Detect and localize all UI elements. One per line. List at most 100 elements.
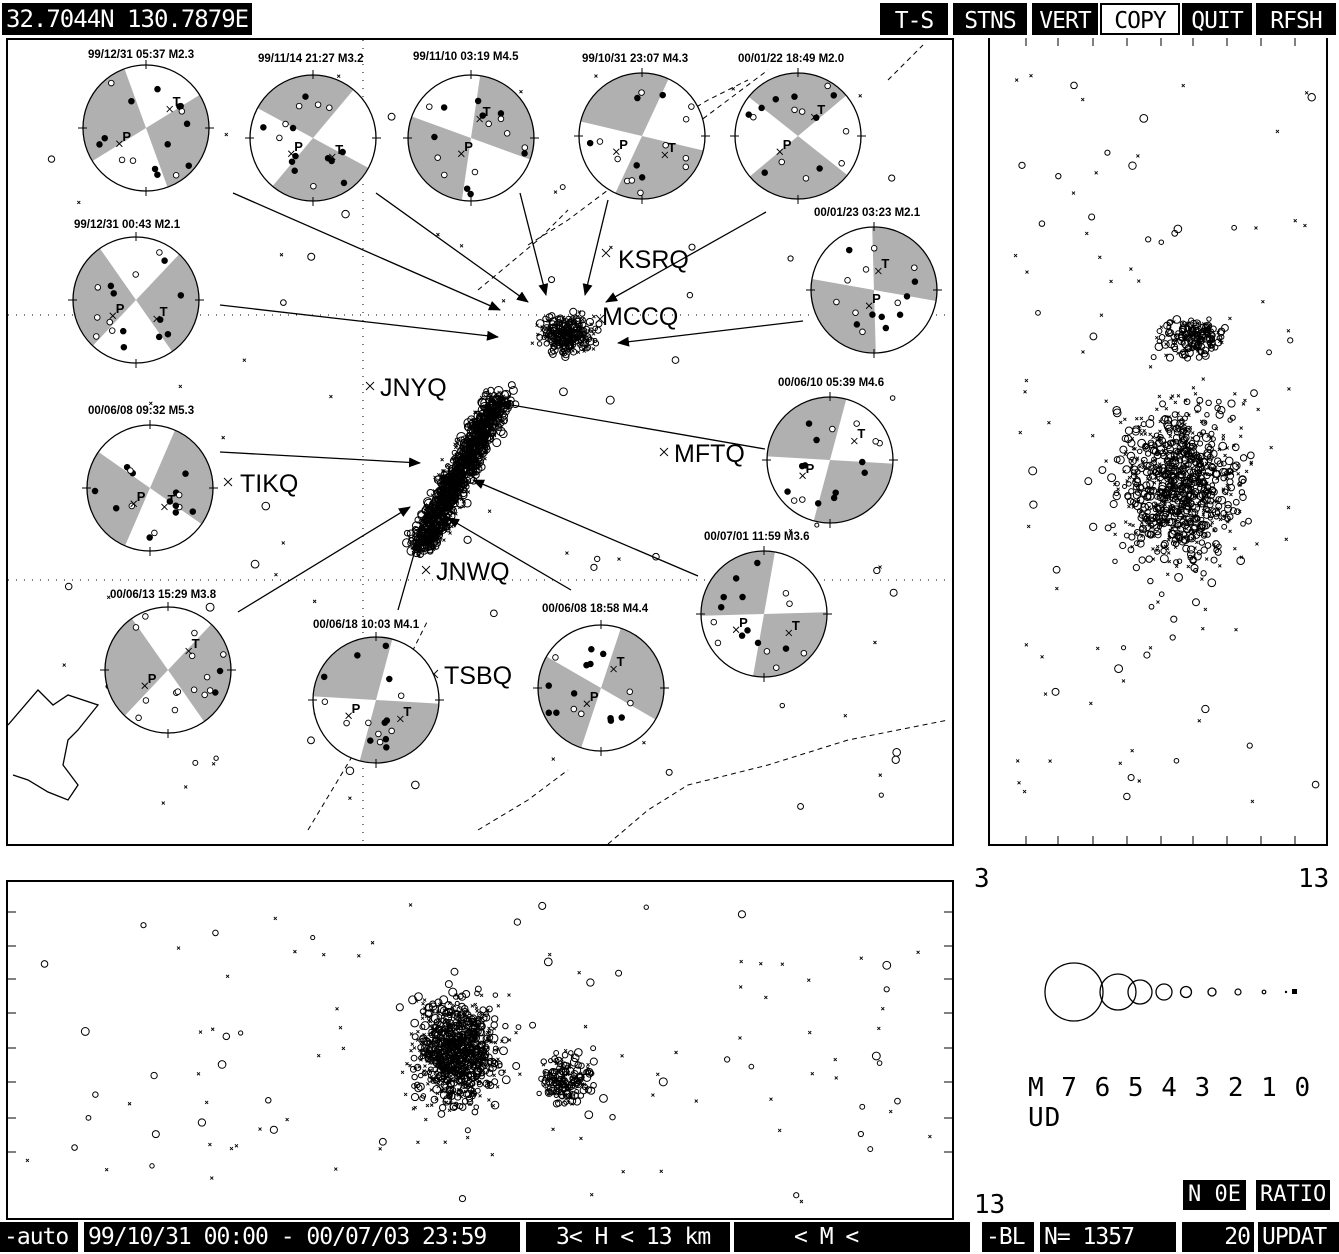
hypocenter-marker [440, 1044, 448, 1052]
ew-cross-section[interactable] [6, 880, 954, 1220]
epicenter-marker [858, 93, 863, 98]
hypocenter-marker [470, 1021, 479, 1030]
polarity-mark [172, 509, 180, 516]
hypocenter-marker [1197, 478, 1206, 488]
magnitude-range-field[interactable]: < M < [734, 1222, 970, 1252]
hypocenter-marker [479, 993, 484, 998]
depth-label-top: 3 [974, 864, 990, 894]
hypocenter-marker [1179, 436, 1188, 445]
hypocenter-marker [1160, 467, 1168, 475]
epicenter-marker [463, 498, 472, 508]
hypocenter-marker [1231, 443, 1240, 452]
ns-cross-section[interactable] [988, 38, 1328, 846]
hypocenter-marker [421, 1070, 428, 1077]
number-field[interactable]: 20 [1182, 1222, 1254, 1252]
hypocenter-marker [1183, 524, 1192, 533]
epicenter-map[interactable]: KSRQ MCCQ JNYQ MFTQ TIKQ JNWQ TSBQ 99/12/31 05… [6, 38, 954, 846]
hypocenter-marker [553, 1050, 560, 1056]
hypocenter-marker [1204, 531, 1211, 538]
hypocenter-marker [1167, 517, 1177, 527]
update-button[interactable]: UPDAT [1258, 1222, 1339, 1252]
polarity-mark [614, 155, 621, 163]
t-axis-label: T [192, 636, 200, 651]
vert-button[interactable]: VERT [1032, 3, 1098, 35]
hypocenter-marker [1029, 500, 1038, 509]
hypocenter-marker [421, 1001, 425, 1006]
polarity-mark [773, 664, 780, 671]
hypocenter-marker [234, 1143, 239, 1148]
polarity-mark [288, 158, 296, 165]
ts-button[interactable]: T-S [880, 3, 948, 35]
polarity-mark [833, 298, 840, 306]
polarity-mark [339, 148, 346, 156]
hypocenter-marker [1145, 236, 1152, 243]
hypocenter-marker [651, 1093, 655, 1097]
hypocenter-marker [449, 1102, 459, 1111]
hypocenter-marker [1179, 418, 1185, 424]
hypocenter-marker [492, 992, 499, 998]
m6-symbol [1099, 973, 1137, 1011]
hypocenter-marker [1170, 333, 1177, 340]
hypocenter-marker [1226, 467, 1234, 475]
polarity-mark [108, 327, 116, 334]
hypocenter-marker [470, 1062, 478, 1070]
hypocenter-marker [859, 1103, 866, 1110]
copy-button[interactable]: COPY [1100, 3, 1180, 35]
quit-button[interactable]: QUIT [1182, 3, 1252, 35]
station-label: JNYQ [380, 374, 447, 402]
epicenter-marker [451, 455, 457, 461]
polarity-mark [682, 115, 690, 123]
hypocenter-marker [1222, 488, 1229, 495]
epicenter-marker [548, 312, 556, 320]
station-label: JNWQ [436, 558, 510, 586]
bl-toggle[interactable]: -BL [982, 1222, 1034, 1252]
depth-range-field[interactable]: 3< H < 13 km [526, 1222, 730, 1252]
hypocenter-marker [457, 1046, 465, 1054]
hypocenter-marker [1104, 399, 1109, 403]
epicenter-marker [569, 348, 578, 356]
hypocenter-marker [1043, 692, 1048, 696]
p-axis-marker [612, 148, 620, 156]
p-axis-marker [732, 626, 740, 634]
hypocenter-marker [1180, 460, 1190, 469]
auto-toggle[interactable]: -auto [0, 1222, 78, 1252]
hypocenter-marker [356, 954, 361, 958]
hypocenter-marker [1160, 547, 1167, 555]
hypocenter-marker [565, 1087, 570, 1092]
rfsh-button[interactable]: RFSH [1256, 3, 1336, 35]
hypocenter-marker [1200, 577, 1204, 581]
hypocenter-marker [1212, 498, 1217, 503]
ratio-button[interactable]: RATIO [1256, 1180, 1331, 1210]
epicenter-marker [593, 555, 601, 563]
epicenter-marker [686, 291, 694, 299]
hypocenter-marker [310, 935, 316, 941]
epicenter-marker [420, 544, 429, 553]
hypocenter-marker [1237, 509, 1242, 514]
hypocenter-marker [1144, 486, 1152, 493]
hypocenter-marker [1136, 448, 1143, 455]
hypocenter-marker [561, 1061, 568, 1068]
hypocenter-marker [1197, 521, 1206, 530]
ud-toggle[interactable]: -UD [930, 1224, 970, 1250]
hypocenter-marker [1112, 408, 1122, 418]
polarity-mark [634, 94, 641, 102]
hypocenter-marker [1112, 491, 1121, 501]
hypocenter-marker [431, 1037, 439, 1044]
polarity-mark [108, 79, 115, 87]
hypocenter-marker [1200, 485, 1208, 492]
epicenter-marker [581, 334, 585, 339]
epicenter-marker [463, 444, 472, 453]
polarity-mark [782, 645, 790, 652]
hypocenter-marker [1089, 522, 1098, 532]
hypocenter-marker [1123, 792, 1131, 801]
hypocenter-marker [546, 1073, 554, 1080]
epicenter-marker [433, 511, 441, 519]
p-axis-marker [109, 312, 117, 320]
compression-quadrant [87, 451, 150, 546]
period-field[interactable]: 99/10/31 00:00 - 00/07/03 23:59 [84, 1222, 520, 1252]
hypocenter-marker [1136, 539, 1145, 548]
hypocenter-marker [1130, 544, 1135, 549]
stns-button[interactable]: STNS [953, 3, 1027, 35]
p-axis-label: P [590, 689, 599, 704]
hypocenter-marker [414, 992, 423, 1001]
